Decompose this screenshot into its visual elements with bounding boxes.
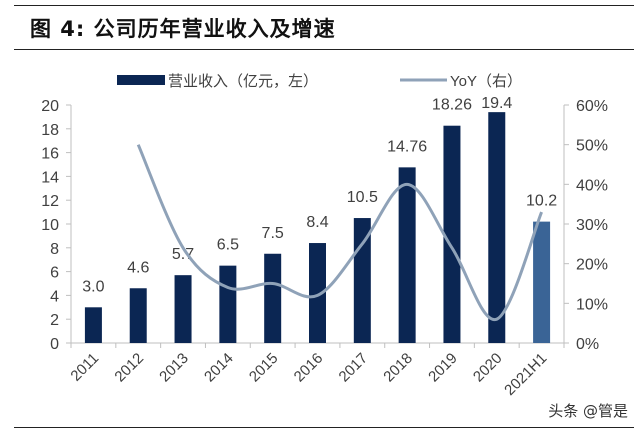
left-tick-label: 10 [41, 217, 59, 234]
left-tick-label: 18 [41, 122, 59, 139]
legend-line-label: YoY（右） [450, 73, 522, 90]
x-tick-label: 2018 [380, 350, 416, 386]
bar-value-label: 7.5 [262, 225, 284, 242]
left-tick-label: 2 [50, 312, 59, 329]
left-tick-label: 4 [50, 288, 59, 305]
x-tick-label: 2013 [156, 350, 192, 386]
x-tick-label: 2015 [246, 350, 282, 386]
right-tick-label: 50% [576, 138, 608, 155]
title-rule [14, 49, 634, 50]
bar-value-label: 6.5 [217, 237, 239, 254]
right-tick-label: 0% [576, 336, 599, 353]
x-tick-label: 2017 [336, 350, 372, 386]
bar-2020 [488, 112, 506, 343]
legend-bar-swatch [117, 75, 165, 85]
bar-2021H1 [533, 221, 551, 343]
bar-2015 [264, 253, 282, 343]
bar-2013 [174, 275, 192, 343]
top-rule [14, 5, 634, 6]
bar-value-label: 10.2 [526, 193, 557, 210]
x-tick-label: 2016 [291, 350, 327, 386]
yoy-line [136, 144, 543, 321]
legend-bar-label: 营业收入（亿元，左） [168, 73, 318, 90]
bar-2012 [129, 288, 147, 343]
x-tick-label: 2019 [425, 350, 461, 386]
bar-2018 [398, 167, 416, 343]
bar-value-label: 8.4 [306, 214, 328, 231]
right-tick-label: 10% [576, 296, 608, 313]
bar-2016 [309, 243, 326, 343]
right-tick-label: 30% [576, 217, 608, 234]
bar-value-label: 14.76 [387, 138, 427, 155]
left-tick-label: 0 [50, 336, 59, 353]
right-tick-label: 60% [576, 98, 608, 115]
left-tick-label: 20 [41, 98, 59, 115]
right-tick-label: 40% [576, 177, 608, 194]
bar-2019 [443, 125, 461, 344]
figure-title: 图 4: 公司历年营业收入及增速 [30, 17, 336, 41]
bar-value-label: 4.6 [127, 259, 149, 276]
bar-value-label: 3.0 [82, 278, 104, 295]
bar-2014 [219, 265, 237, 343]
left-tick-label: 16 [41, 146, 59, 163]
bar-value-label: 5.7 [172, 246, 194, 263]
left-tick-label: 6 [50, 265, 59, 282]
x-tick-label: 2012 [111, 350, 147, 386]
right-tick-label: 20% [576, 257, 608, 274]
left-tick-label: 12 [41, 193, 59, 210]
x-tick-label: 2014 [201, 350, 237, 386]
x-tick-label: 2011 [67, 350, 102, 385]
watermark: 头条 @管是 [548, 402, 628, 420]
x-tick-label: 2021H1 [501, 350, 550, 399]
bar-value-label: 10.5 [347, 189, 378, 206]
bottom-rule [14, 427, 634, 428]
left-tick-label: 14 [41, 169, 59, 186]
bar-value-label: 18.26 [432, 97, 472, 114]
bar-value-label: 19.4 [481, 95, 512, 112]
left-tick-label: 8 [50, 241, 59, 258]
x-tick-label: 2020 [470, 350, 506, 386]
bar-2011 [84, 307, 102, 343]
